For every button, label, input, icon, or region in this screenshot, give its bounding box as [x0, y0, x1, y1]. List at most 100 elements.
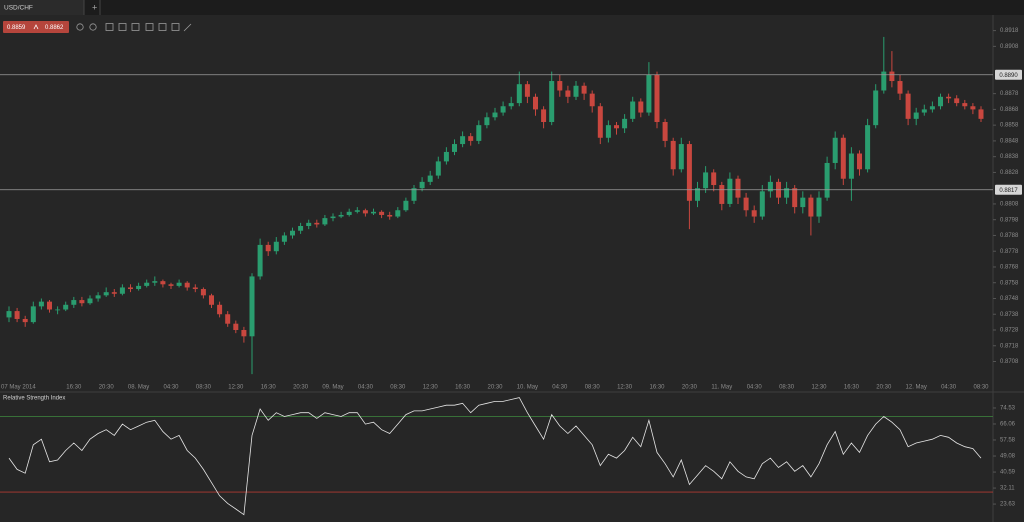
candle-body: [630, 101, 636, 119]
candle-body: [954, 98, 960, 104]
candle-body: [87, 298, 93, 304]
candle-body: [298, 226, 304, 231]
y-tick-label: 0.8878: [1000, 91, 1019, 97]
candle-body: [703, 172, 709, 189]
tool-button[interactable]: [105, 23, 114, 31]
x-tick-label: 20:30: [682, 385, 698, 391]
candle-body: [71, 300, 77, 305]
zoom-in[interactable]: [76, 23, 84, 31]
tool-button[interactable]: [145, 23, 154, 31]
candle-body: [848, 153, 854, 179]
candle-body: [111, 292, 117, 294]
candle-body: [516, 84, 522, 104]
x-tick-label: 08:30: [779, 385, 795, 391]
candle-body: [565, 90, 571, 97]
candle-body: [800, 197, 806, 208]
candle-body: [695, 188, 700, 201]
x-tick-label: 20:30: [293, 385, 309, 391]
candle-body: [638, 101, 644, 113]
candle-body: [144, 282, 150, 286]
tool-button[interactable]: [131, 23, 140, 31]
y-tick-label: 0.8908: [1000, 44, 1019, 50]
y-tick-label: 40.59: [1000, 470, 1016, 476]
x-tick-label: 20:30: [487, 385, 503, 391]
candle-body: [435, 161, 441, 176]
candle-body: [913, 112, 919, 119]
candle-body: [452, 144, 457, 152]
candle-body: [719, 185, 725, 204]
candle-body: [549, 81, 555, 122]
candle-body: [6, 311, 12, 318]
candle-body: [832, 137, 838, 163]
bid: 0.8859: [7, 25, 26, 31]
y-tick-label: 0.8858: [1000, 123, 1019, 129]
candle-body: [95, 295, 101, 299]
tool-button[interactable]: [171, 23, 180, 31]
zoom-out[interactable]: [89, 23, 97, 31]
tool-button[interactable]: [118, 23, 127, 31]
x-tick-label: 10. May: [517, 385, 538, 391]
candle-body: [573, 85, 579, 97]
candle-body: [533, 96, 538, 110]
candle-body: [362, 210, 368, 214]
tab-label[interactable]: USD/CHF: [4, 5, 33, 12]
candle-body: [759, 191, 765, 217]
candle-body: [371, 211, 376, 214]
x-tick-label: 12:30: [423, 385, 439, 391]
candle-body: [921, 109, 927, 113]
y-tick-label: 0.8828: [1000, 170, 1019, 176]
candle-body: [905, 93, 911, 119]
draw-line-tool[interactable]: [183, 23, 192, 32]
tool-button[interactable]: [158, 23, 167, 31]
y-tick-label: 0.8778: [1000, 249, 1019, 255]
candle-body: [929, 106, 935, 110]
candle-body: [411, 188, 417, 201]
quote-box[interactable]: [3, 21, 69, 33]
x-tick-label: 07 May 2014: [1, 385, 36, 391]
candle-body: [678, 144, 684, 170]
x-tick-label: 16:30: [844, 385, 860, 391]
candle-body: [808, 197, 814, 217]
y-tick-label: 74.53: [1000, 406, 1016, 412]
candle-body: [484, 117, 490, 126]
y-tick-label: 0.8838: [1000, 154, 1019, 160]
x-tick-label: 08:30: [585, 385, 601, 391]
candle-body: [184, 282, 190, 288]
candle-body: [209, 295, 214, 305]
x-tick-label: 04:30: [941, 385, 957, 391]
candle-body: [257, 244, 263, 277]
candle-body: [176, 282, 182, 286]
candle-body: [816, 197, 822, 217]
candle-body: [824, 162, 830, 198]
x-tick-label: 16:30: [66, 385, 82, 391]
y-tick-label: 23.63: [1000, 502, 1016, 508]
y-tick-label: 66.06: [1000, 422, 1016, 428]
y-tick-label: 32.11: [1000, 486, 1015, 492]
candle-body: [670, 140, 676, 170]
x-tick-label: 20:30: [99, 385, 115, 391]
candle-body: [865, 125, 871, 170]
y-tick-label: 0.8848: [1000, 138, 1019, 144]
y-tick-label: 0.8788: [1000, 233, 1019, 239]
candle-body: [605, 125, 611, 138]
x-tick-label: 16:30: [455, 385, 471, 391]
candle-body: [541, 109, 547, 122]
y-tick-label: 57.58: [1000, 438, 1016, 444]
candle-body: [192, 287, 198, 290]
tab[interactable]: [0, 0, 84, 15]
candle-body: [792, 188, 798, 208]
candle-body: [38, 301, 44, 307]
candle-body: [314, 222, 320, 225]
x-tick-label: 04:30: [163, 385, 179, 391]
candle-body: [581, 85, 587, 94]
candle-body: [419, 181, 425, 189]
x-tick-label: 04:30: [747, 385, 763, 391]
candle-body: [460, 136, 466, 145]
candle-body: [55, 309, 61, 311]
y-tick-label: 0.8768: [1000, 265, 1019, 271]
new-tab-button[interactable]: +: [92, 2, 97, 12]
candle-body: [468, 136, 474, 141]
x-tick-label: 08. May: [128, 385, 149, 391]
